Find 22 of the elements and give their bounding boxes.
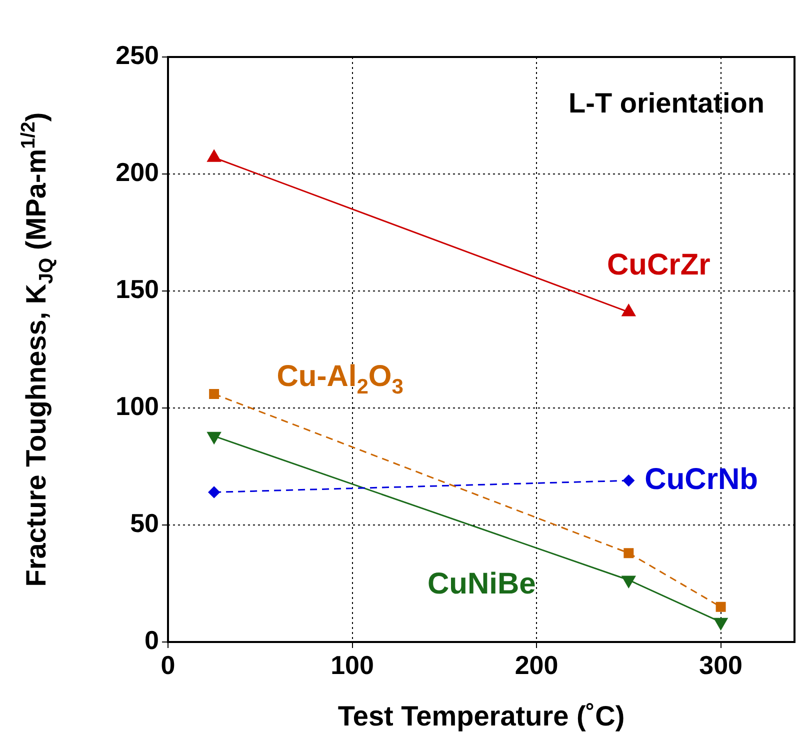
x-axis-title: Test Temperature (˚C) [338,700,625,732]
y-tick-label: 100 [116,391,159,422]
annotation: L-T orientation [568,88,765,119]
point [716,602,726,612]
series-label: CuCrNb [644,462,758,496]
point [622,474,634,486]
y-axis-title: Fracture Toughness, KJQ (MPa-m1/2) [17,112,58,587]
y-tick-label: 150 [116,274,159,304]
y-tick-label: 250 [116,40,159,70]
point [622,576,636,588]
point [714,618,728,630]
y-tick-label: 200 [116,157,159,188]
x-tick-label: 200 [514,650,558,680]
point [624,548,634,558]
x-tick-label: 100 [330,650,374,680]
y-tick-label: 50 [130,508,159,538]
series-label: CuNiBe [427,567,536,600]
y-tick-label: 0 [144,625,159,656]
point [208,486,220,498]
point [209,388,220,399]
series-label: CuCrZr [606,248,711,282]
x-tick-label: 300 [699,650,742,680]
